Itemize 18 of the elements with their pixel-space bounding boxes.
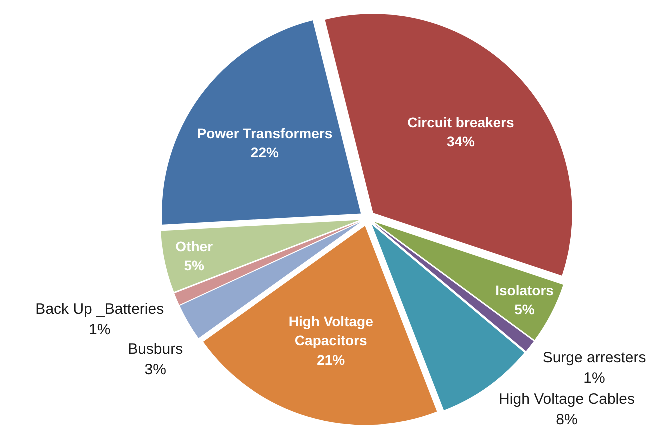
slice-label: High Voltage Cables [499, 390, 635, 408]
data-label: 5% [514, 302, 536, 318]
data-label: 34% [446, 134, 476, 150]
slice-label: Circuit breakers [408, 114, 514, 130]
slice-label: Surge arresters [542, 350, 646, 367]
slice-label: Back Up _Batteries [36, 301, 164, 318]
data-label: 5% [184, 258, 206, 274]
data-label: 21% [317, 352, 346, 368]
slice-label: High Voltage Capacitors [288, 313, 374, 349]
slice-label: Busburs [128, 341, 184, 358]
data-label: 1% [584, 370, 606, 387]
data-label: 22% [250, 144, 280, 160]
data-label: 1% [89, 321, 111, 338]
slice-label: Isolators [496, 282, 554, 298]
slice-label: Other [176, 238, 214, 254]
data-label: 3% [144, 361, 166, 378]
data-label: 8% [556, 411, 578, 428]
slice-label: Power Transformers [197, 125, 333, 142]
